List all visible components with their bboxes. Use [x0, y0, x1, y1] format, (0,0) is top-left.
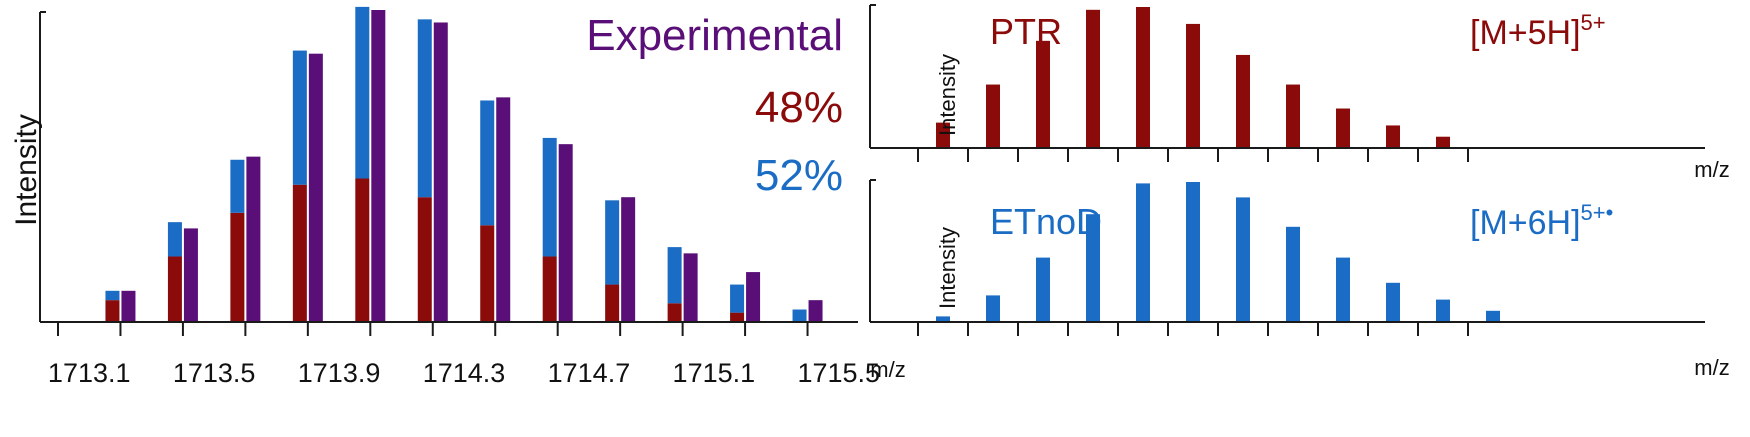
ptr-axes: [869, 4, 1705, 162]
etnod-ion-label: [M+6H]5+•: [1470, 200, 1613, 242]
bar: [1436, 136, 1450, 148]
bar: [1086, 9, 1100, 148]
etnod-axes: [869, 179, 1705, 336]
experimental-legend-label: Experimental: [586, 11, 843, 60]
etnod-ion: [M+6H]: [1470, 204, 1581, 242]
bar: [1436, 299, 1450, 322]
bar: [1336, 257, 1350, 322]
ptr-y-axis-label: Intensity: [935, 54, 960, 136]
fit-bar-ptr: [667, 303, 682, 322]
fit-bar-etnod: [355, 6, 370, 179]
experimental-bar: [683, 253, 698, 322]
fit-bar-ptr: [605, 284, 620, 322]
etnod-x-axis-label: m/z: [1694, 355, 1729, 380]
bar: [1036, 40, 1050, 149]
experimental-bar: [496, 97, 511, 322]
left-panel: 1713.1 1713.5 1713.9 1714.3 1714.7 1715.1 1715…: [10, 6, 906, 388]
fit-bar-ptr: [167, 256, 182, 322]
left-x-tick-label: 1713.1: [48, 358, 131, 388]
bar: [1186, 182, 1200, 322]
left-x-tick-label: 1713.9: [298, 358, 381, 388]
fit-bar-ptr: [417, 197, 432, 322]
fit-bar-etnod: [542, 137, 557, 257]
experimental-bar: [558, 144, 573, 322]
fit-bar-etnod: [480, 100, 495, 226]
experimental-bar: [371, 10, 386, 322]
fit-bar-etnod: [292, 50, 307, 185]
fit-bar-ptr: [355, 178, 370, 322]
experimental-bar: [746, 272, 761, 322]
fit-bar-etnod: [792, 309, 807, 322]
ptr-bars: [936, 7, 1450, 149]
bar: [936, 316, 950, 322]
left-bars: [105, 6, 823, 323]
experimental-bar: [308, 53, 323, 323]
left-x-ticks: 1713.1 1713.5 1713.9 1714.3 1714.7 1715.1 1715…: [48, 358, 880, 388]
ptr-ion-charge: 5+: [1581, 10, 1606, 35]
ptr-ion-label: [M+5H]5+: [1470, 10, 1606, 52]
bar: [1236, 54, 1250, 148]
left-x-tick-label: 1714.7: [548, 358, 631, 388]
fit-bar-etnod: [417, 19, 432, 198]
etnod-title: ETnoD: [990, 201, 1102, 242]
ptr-title: PTR: [990, 11, 1062, 52]
fit-bar-ptr: [230, 212, 245, 322]
bar: [1286, 226, 1300, 322]
etnod-y-axis-label: Intensity: [935, 227, 960, 309]
experimental-bar: [183, 228, 198, 322]
bar: [1186, 23, 1200, 149]
left-y-axis-label: Intensity: [10, 114, 43, 226]
bar: [1386, 282, 1400, 322]
left-x-tick-label: 1715.1: [673, 358, 756, 388]
bar: [1286, 84, 1300, 148]
experimental-bar: [121, 290, 136, 322]
bar: [986, 84, 1000, 148]
experimental-bar: [433, 22, 448, 322]
fit-bar-ptr: [730, 312, 745, 322]
fit-bar-ptr: [292, 184, 307, 322]
fit-bar-etnod: [605, 200, 620, 285]
left-x-tick-label: 1713.5: [173, 358, 256, 388]
left-x-tick-label: 1714.3: [423, 358, 506, 388]
bar: [986, 295, 1000, 322]
fit-bar-etnod: [230, 159, 245, 213]
bar: [936, 122, 950, 148]
bar: [1486, 310, 1500, 322]
bar: [1236, 197, 1250, 322]
bar: [1136, 7, 1150, 148]
fit-bar-etnod: [167, 222, 182, 257]
left-axes: [39, 11, 858, 336]
fit-bar-ptr: [105, 300, 120, 322]
ptr-x-axis-label: m/z: [1694, 157, 1729, 182]
left-x-axis-label: m/z: [870, 357, 905, 382]
experimental-bar: [808, 300, 823, 322]
fit-bar-etnod: [667, 247, 682, 304]
etnod-ion-charge: 5+•: [1581, 200, 1614, 225]
fit-bar-etnod: [105, 290, 120, 301]
bar: [1036, 257, 1050, 322]
etnod-panel: Intensity m/z ETnoD [M+6H]5+•: [869, 179, 1730, 380]
ptr-ion: [M+5H]: [1470, 14, 1581, 52]
ptr-percent-label: 48%: [755, 83, 843, 132]
fit-bar-ptr: [542, 256, 557, 322]
bar: [1136, 183, 1150, 322]
fit-bar-ptr: [480, 225, 495, 322]
left-x-tick-label: 1715.5: [797, 358, 880, 388]
bar: [1386, 125, 1400, 148]
experimental-bar: [246, 156, 261, 322]
experimental-bar: [621, 197, 636, 322]
ptr-panel: Intensity m/z PTR [M+5H]5+: [869, 4, 1730, 182]
fit-bar-etnod: [730, 284, 745, 313]
etnod-percent-label: 52%: [755, 151, 843, 200]
bar: [1086, 214, 1100, 322]
bar: [1336, 108, 1350, 148]
etnod-bars: [936, 182, 1500, 322]
